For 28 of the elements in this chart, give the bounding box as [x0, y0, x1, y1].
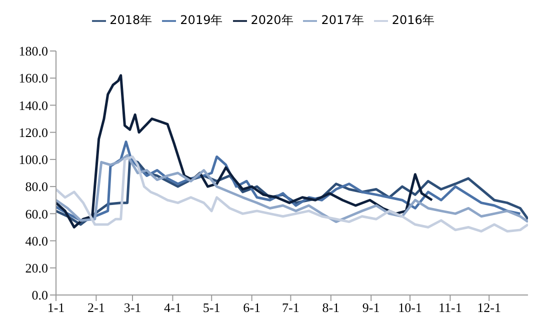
- line-series: [56, 74, 434, 228]
- x-tick-label: 9-1: [362, 300, 380, 316]
- x-tick-label: 11-1: [438, 300, 462, 316]
- y-tick-label: 180.0: [18, 44, 48, 59]
- x-tick-label: 10-1: [398, 300, 422, 316]
- x-tick-label: 7-1: [282, 300, 300, 316]
- y-tick-label: 20.0: [25, 260, 48, 276]
- y-tick-label: 0.0: [32, 288, 48, 303]
- x-tick-label: 8-1: [322, 300, 340, 316]
- x-tick-label: 12-1: [477, 300, 502, 316]
- x-tick-label: 1-1: [47, 300, 65, 316]
- y-tick-label: 100.0: [18, 152, 48, 168]
- x-tick-label: 6-1: [243, 300, 260, 316]
- x-tick-label: 3-1: [124, 300, 142, 316]
- legend-label: 2016年: [392, 13, 434, 27]
- x-tick-label: 4-1: [164, 300, 182, 316]
- legend-label: 2020年: [250, 13, 294, 27]
- legend-label: 2019年: [180, 13, 223, 27]
- y-tick-label: 120.0: [18, 124, 48, 140]
- y-tick-label: 60.0: [25, 206, 48, 222]
- y-tick-label: 160.0: [18, 70, 48, 86]
- y-tick-label: 140.0: [18, 98, 48, 113]
- y-tick-label: 80.0: [25, 179, 48, 194]
- x-tick-label: 5-1: [202, 300, 220, 316]
- x-tick-label: 2-1: [88, 300, 105, 316]
- legend-label: 2017年: [321, 13, 364, 27]
- legend-label: 2018年: [110, 13, 152, 27]
- y-tick-label: 40.0: [25, 233, 48, 248]
